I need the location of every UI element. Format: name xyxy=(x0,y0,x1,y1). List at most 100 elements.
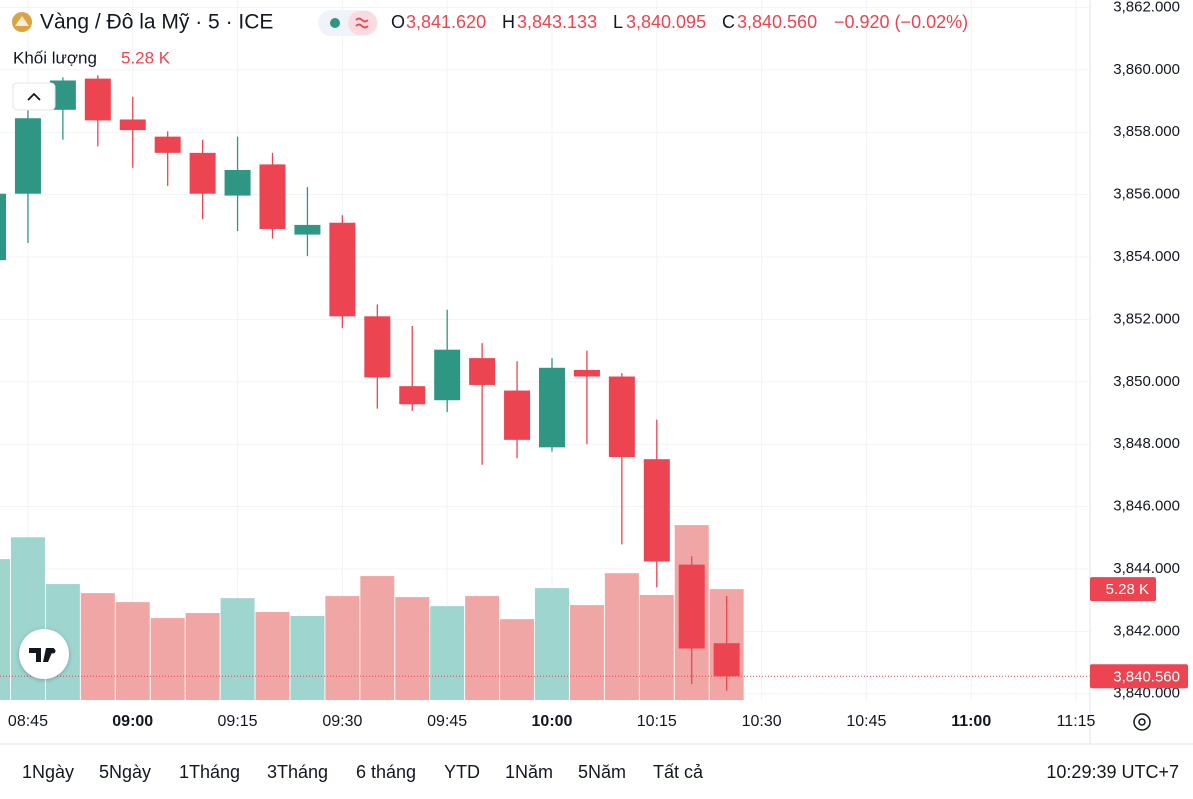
range-button[interactable]: YTD xyxy=(444,762,480,782)
x-tick-label: 10:00 xyxy=(532,713,573,730)
ohlc-label: L xyxy=(613,12,623,32)
candle-body xyxy=(14,118,41,194)
symbol-icon-glyph xyxy=(15,16,29,26)
logo-glyph xyxy=(50,648,56,654)
tradingview-logo[interactable] xyxy=(19,629,69,679)
y-tick-label: 3,860.000 xyxy=(1113,61,1180,78)
x-tick-label: 09:15 xyxy=(218,713,258,730)
x-tick-label: 10:30 xyxy=(742,713,782,730)
market-open-dot xyxy=(330,18,340,28)
range-button[interactable]: 1Ngày xyxy=(22,762,74,782)
range-button[interactable]: 3Tháng xyxy=(267,762,328,782)
candle-body xyxy=(678,564,705,649)
x-tick-label: 09:00 xyxy=(112,713,153,730)
volume-bar xyxy=(500,619,535,700)
volume-bar xyxy=(290,616,325,700)
y-tick-label: 3,862.000 xyxy=(1113,0,1180,15)
y-tick-label: 3,846.000 xyxy=(1113,498,1180,515)
x-tick-label: 10:45 xyxy=(846,713,886,730)
delay-icon xyxy=(355,17,369,29)
candle-body xyxy=(259,164,286,229)
volume-bar xyxy=(569,605,604,700)
ohlc-value: 3,840.560 xyxy=(737,12,817,32)
volume-tag-label: 5.28 K xyxy=(1106,581,1149,598)
candle-body xyxy=(224,170,251,196)
volume-bar xyxy=(150,618,185,700)
y-tick-label: 3,844.000 xyxy=(1113,560,1180,577)
ohlc-value: 3,841.620 xyxy=(406,12,486,32)
logo-glyph xyxy=(29,648,54,662)
volume-bar xyxy=(604,573,639,700)
candle-body xyxy=(538,367,565,448)
last-price-tag xyxy=(1090,664,1188,689)
clock: 10:29:39 UTC+7 xyxy=(1046,762,1179,782)
candle-body xyxy=(469,358,496,385)
volume-tag xyxy=(1090,577,1156,602)
ohlc-value: 3,840.095 xyxy=(626,12,706,32)
volume-bar xyxy=(430,606,465,700)
candle-body xyxy=(434,349,461,401)
range-button[interactable]: Tất cả xyxy=(653,762,704,782)
candle-body xyxy=(154,136,181,153)
x-tick-label: 10:15 xyxy=(637,713,677,730)
last-price-label: 3,840.560 xyxy=(1113,668,1180,685)
volume-bar xyxy=(534,588,569,700)
range-button[interactable]: 6 tháng xyxy=(356,762,416,782)
delay-badge[interactable] xyxy=(348,11,377,35)
candle-body xyxy=(84,78,111,121)
x-tick-label: 09:30 xyxy=(322,713,362,730)
x-tick-label: 11:15 xyxy=(1057,713,1096,730)
volume-bar xyxy=(465,596,500,700)
y-tick-label: 3,856.000 xyxy=(1113,186,1180,203)
symbol-title[interactable]: Vàng / Đô la Mỹ · 5 · ICE xyxy=(40,11,273,34)
candle-body xyxy=(608,376,635,457)
candle-body xyxy=(399,386,426,405)
y-tick-label: 3,850.000 xyxy=(1113,373,1180,390)
ohlc-label: O xyxy=(391,12,405,32)
x-tick-label: 11:00 xyxy=(951,713,991,730)
y-tick-label: 3,854.000 xyxy=(1113,248,1180,265)
range-button[interactable]: 1Năm xyxy=(505,762,553,782)
ohlc-label: H xyxy=(502,12,515,32)
price-change: −0.920 (−0.02%) xyxy=(834,12,968,32)
candle-body xyxy=(573,369,600,377)
collapse-button[interactable] xyxy=(12,82,56,111)
y-tick-label: 3,858.000 xyxy=(1113,123,1180,140)
candle-body xyxy=(119,119,146,131)
candle-body xyxy=(294,224,321,235)
y-tick-label: 3,842.000 xyxy=(1113,622,1180,639)
volume-bar xyxy=(80,593,115,700)
volume-bar xyxy=(325,596,360,700)
y-tick-label: 3,852.000 xyxy=(1113,310,1180,327)
candle-body xyxy=(713,643,740,677)
ohlc-label: C xyxy=(722,12,735,32)
y-tick-label: 3,848.000 xyxy=(1113,435,1180,452)
candle-body xyxy=(643,459,670,562)
volume-bar xyxy=(115,602,150,700)
volume-bar xyxy=(360,576,395,700)
candle-body xyxy=(0,193,7,261)
volume-bar xyxy=(185,613,220,700)
candle-body xyxy=(504,390,531,440)
candle-body xyxy=(189,152,216,194)
x-tick-label: 08:45 xyxy=(8,713,48,730)
y-tick-label: 3,840.000 xyxy=(1113,685,1180,702)
ohlc-value: 3,843.133 xyxy=(517,12,597,32)
volume-bar xyxy=(639,595,674,700)
volume-bar xyxy=(220,598,255,700)
range-button[interactable]: 1Tháng xyxy=(179,762,240,782)
candle-body xyxy=(329,222,356,317)
candle-body xyxy=(364,316,391,378)
volume-legend: Khối lượng xyxy=(13,48,97,67)
settings-button[interactable] xyxy=(1133,713,1151,731)
volume-bar xyxy=(0,559,11,700)
volume-bar xyxy=(395,597,430,700)
range-button[interactable]: 5Năm xyxy=(578,762,626,782)
range-button[interactable]: 5Ngày xyxy=(99,762,151,782)
chevron-icon xyxy=(27,92,41,101)
x-tick-label: 09:45 xyxy=(427,713,467,730)
volume-legend-value: 5.28 K xyxy=(121,48,171,67)
volume-bar xyxy=(255,612,290,700)
settings-icon xyxy=(1138,718,1146,726)
